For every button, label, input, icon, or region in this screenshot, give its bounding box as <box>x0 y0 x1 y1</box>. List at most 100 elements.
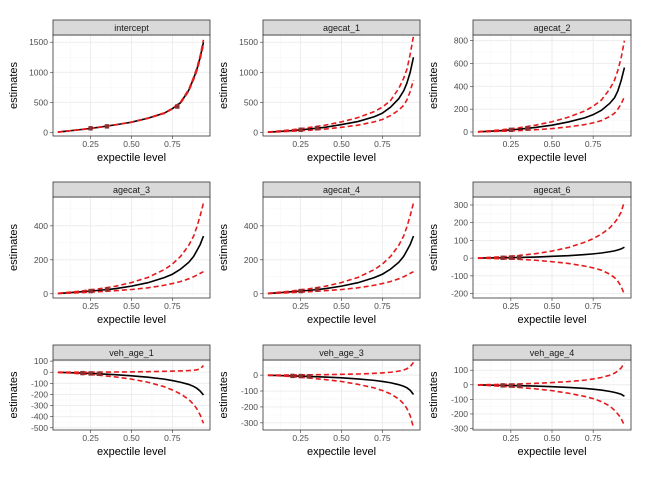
data-marker <box>516 255 522 260</box>
series-line-estimate <box>267 235 415 295</box>
series-line-estimate <box>477 384 625 397</box>
series-line-estimate <box>267 57 415 133</box>
y-tick-label: 200 <box>454 104 468 114</box>
data-marker <box>88 288 93 294</box>
series-line-estimate <box>477 67 626 133</box>
x-tick-label: 0.75 <box>374 139 391 149</box>
data-marker <box>500 255 505 260</box>
facet-title: veh_age_3 <box>319 348 364 358</box>
data-marker <box>96 371 101 376</box>
facet-panel-intercept: 0.25 0.50 0.75 0 500 1000 1500 intercept expecti… <box>8 19 211 164</box>
y-tick-label: 300 <box>454 200 468 210</box>
y-tick-label: 800 <box>454 36 468 46</box>
data-marker <box>298 373 303 379</box>
x-axis-title: expectile level <box>517 152 586 164</box>
facet-panel-agecat_4: 0.25 0.50 0.75 0 200 400 agecat_4 expectile lev… <box>218 181 421 326</box>
facet-title: veh_age_1 <box>109 348 154 358</box>
series-line-lower <box>267 270 414 295</box>
y-axis-title: estimates <box>218 61 230 109</box>
y-tick-label: 600 <box>454 59 468 69</box>
x-tick-label: 0.75 <box>164 139 181 149</box>
x-tick-label: 0.50 <box>123 433 140 443</box>
facet-strip <box>262 19 421 36</box>
data-marker <box>104 124 110 129</box>
series-line-estimate <box>57 235 205 295</box>
y-tick-label: 200 <box>454 218 468 228</box>
x-axis-title: expectile level <box>517 314 586 326</box>
facet-title: agecat_6 <box>533 185 570 195</box>
x-tick-label: 0.25 <box>82 139 99 149</box>
x-tick-label: 0.25 <box>82 301 99 311</box>
data-marker <box>508 383 514 388</box>
facet-strip <box>52 181 211 198</box>
data-marker <box>175 104 180 109</box>
facet-panel-veh_age_4: 0.25 0.50 0.75 -300 -200 -100 0 100 veh_age_4exp… <box>428 344 632 458</box>
series-line-lower <box>477 384 626 426</box>
x-tick-label: 0.50 <box>123 301 140 311</box>
y-tick-label: 0 <box>253 370 258 380</box>
data-marker <box>314 125 320 131</box>
x-tick-label: 0.75 <box>585 301 602 311</box>
x-tick-label: 0.75 <box>374 433 391 443</box>
y-tick-label: -200 <box>31 389 48 399</box>
series-line-upper <box>267 36 415 133</box>
data-marker <box>80 370 85 376</box>
y-tick-label: 1000 <box>239 67 258 77</box>
y-tick-label: -500 <box>31 423 48 433</box>
y-tick-label: 100 <box>454 235 468 245</box>
x-tick-label: 0.50 <box>544 301 561 311</box>
y-tick-label: 200 <box>34 255 48 265</box>
x-tick-label: 0.75 <box>164 433 181 443</box>
facet-panel-agecat_6: 0.25 0.50 0.75 -200 -100 0 100 200 300 agecat_6ex… <box>428 181 632 326</box>
x-tick-label: 0.50 <box>123 139 140 149</box>
facet-strip <box>472 181 632 198</box>
y-tick-label: 500 <box>244 97 258 107</box>
facet-panel-agecat_1: 0.25 0.50 0.75 0 500 1000 1500 agecat_1 expectil… <box>218 19 421 164</box>
x-tick-label: 0.50 <box>333 301 350 311</box>
y-tick-label: -300 <box>451 424 468 434</box>
series-line-upper <box>477 40 626 133</box>
y-axis-title: estimates <box>428 371 440 419</box>
y-axis-title: estimates <box>218 223 230 271</box>
y-tick-label: 400 <box>244 221 258 231</box>
data-marker <box>516 383 522 388</box>
y-axis-title: estimates <box>8 371 20 419</box>
series-line-estimate <box>267 374 415 396</box>
x-tick-label: 0.25 <box>292 139 309 149</box>
y-tick-label: -100 <box>451 271 468 281</box>
y-tick-label: 0 <box>463 127 468 137</box>
y-tick-label: -200 <box>451 289 468 299</box>
x-tick-label: 0.75 <box>585 433 602 443</box>
y-tick-label: 400 <box>34 221 48 231</box>
data-marker <box>298 288 303 294</box>
y-tick-label: 100 <box>34 356 48 366</box>
series-line-lower <box>57 270 204 295</box>
y-tick-label: -400 <box>31 412 48 422</box>
x-tick-label: 0.25 <box>503 301 520 311</box>
y-tick-label: 0 <box>253 289 258 299</box>
series-line-estimate <box>477 246 625 259</box>
y-tick-label: 0 <box>43 289 48 299</box>
facet-strip <box>52 19 211 36</box>
x-tick-label: 0.25 <box>503 433 520 443</box>
y-tick-label: 100 <box>454 365 468 375</box>
y-tick-label: 0 <box>43 367 48 377</box>
data-marker <box>298 127 303 132</box>
y-tick-label: 200 <box>244 255 258 265</box>
y-tick-label: 0 <box>253 127 258 137</box>
y-tick-label: 1500 <box>239 37 258 47</box>
y-axis-title: estimates <box>218 371 230 419</box>
x-axis-title: expectile level <box>97 314 166 326</box>
series-line-upper <box>267 202 415 295</box>
y-tick-label: 0 <box>463 253 468 263</box>
y-axis-title: estimates <box>8 223 20 271</box>
x-tick-label: 0.50 <box>544 433 561 443</box>
series-line-upper <box>57 202 205 295</box>
data-marker <box>525 126 530 131</box>
y-tick-label: -100 <box>31 378 48 388</box>
facet-title: veh_age_4 <box>530 348 575 358</box>
x-axis-title: expectile level <box>307 446 376 458</box>
series-line-lower <box>267 79 415 133</box>
facet-title: agecat_4 <box>323 185 360 195</box>
facet-strip <box>262 344 421 361</box>
